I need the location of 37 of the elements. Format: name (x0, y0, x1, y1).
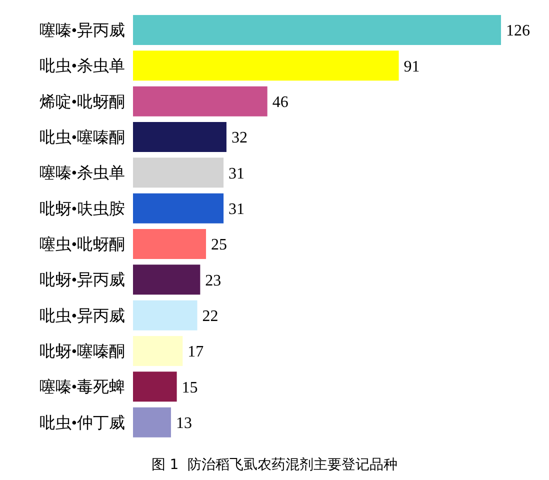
y-tick-label: 噻嗪•毒死蜱 (39, 378, 125, 396)
bar (133, 372, 177, 402)
bar (133, 229, 206, 259)
bar (133, 86, 268, 116)
y-tick-label: 吡虫•异丙威 (39, 306, 125, 325)
y-tick-label: 吡蚜•呋虫胺 (39, 200, 125, 218)
bar (133, 193, 224, 224)
y-tick-label: 吡虫•仲丁威 (39, 414, 125, 432)
bar (133, 122, 226, 152)
y-tick-label: 吡虫•噻嗪酮 (39, 128, 125, 147)
y-tick-label: 吡蚜•异丙威 (39, 271, 125, 290)
data-label: 22 (202, 308, 218, 326)
y-tick-label: 噻虫•吡蚜酮 (39, 236, 125, 254)
data-label: 46 (272, 94, 288, 112)
y-tick-label: 噻嗪•杀虫单 (39, 164, 125, 182)
data-label: 91 (404, 58, 420, 76)
bar (133, 264, 200, 295)
bar (133, 158, 224, 188)
bar (133, 15, 501, 45)
data-label: 31 (228, 165, 245, 182)
data-label: 17 (188, 344, 204, 361)
bar (133, 336, 183, 366)
data-label: 13 (176, 415, 192, 432)
bar (133, 50, 399, 81)
y-tick-label: 吡虫•杀虫单 (39, 57, 125, 76)
bar (133, 407, 171, 438)
data-label: 31 (228, 201, 245, 218)
text: 图 1 防治稻飞虱农药混剂主要登记品种 (150, 456, 399, 474)
data-label: 32 (231, 130, 248, 147)
data-label: 25 (211, 236, 228, 254)
data-label: 126 (506, 22, 530, 40)
y-tick-label: 吡蚜•噻嗪酮 (39, 342, 125, 361)
y-tick-label: 噻嗪•异丙威 (39, 22, 125, 40)
bar (133, 300, 198, 330)
y-tick-label: 烯啶•吡蚜酮 (39, 92, 125, 111)
data-label: 23 (205, 272, 222, 290)
data-label: 15 (182, 379, 198, 396)
